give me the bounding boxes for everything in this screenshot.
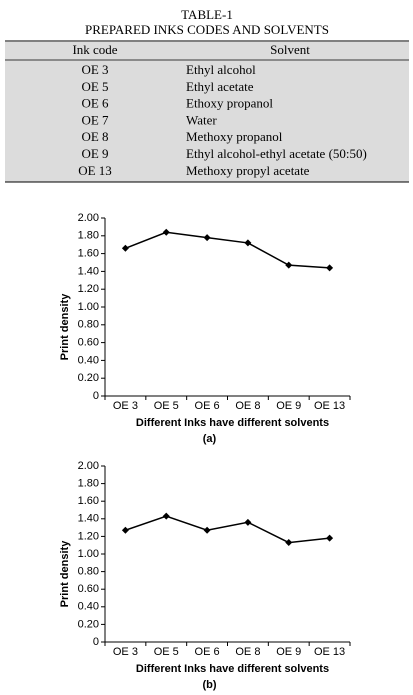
x-tick-label: OE 9 xyxy=(276,646,301,658)
y-tick-label: 0.60 xyxy=(78,337,99,349)
x-tick-label: OE 8 xyxy=(235,646,260,658)
y-tick-label: 2.00 xyxy=(78,212,99,224)
y-tick-label: 0.60 xyxy=(78,583,99,595)
x-tick-label: OE 6 xyxy=(195,646,220,658)
y-tick-label: 1.80 xyxy=(78,478,99,490)
x-tick-label: OE 3 xyxy=(113,400,138,412)
data-point xyxy=(326,264,334,272)
data-point xyxy=(121,244,129,252)
x-tick-label: OE 3 xyxy=(113,646,138,658)
y-tick-label: 1.40 xyxy=(78,265,99,277)
data-point xyxy=(285,261,293,269)
y-tick-label: 0.20 xyxy=(78,372,99,384)
solvent: Methoxy propyl acetate xyxy=(186,163,310,178)
x-tick-label: OE 5 xyxy=(154,646,179,658)
y-tick-label: 2.00 xyxy=(78,460,99,472)
x-axis-label: Different Inks have different solvents xyxy=(136,663,329,675)
x-tick-label: OE 6 xyxy=(195,400,220,412)
y-tick-label: 1.60 xyxy=(78,248,99,260)
y-tick-label: 0.40 xyxy=(78,354,99,366)
solvent: Ethyl alcohol-ethyl acetate (50:50) xyxy=(186,146,367,161)
x-axis-label: Different Inks have different solvents xyxy=(136,417,329,429)
y-tick-label: 1.60 xyxy=(78,495,99,507)
data-line xyxy=(125,515,330,544)
y-tick-label: 1.80 xyxy=(78,230,99,242)
x-tick-label: OE 13 xyxy=(314,400,345,412)
table-shade xyxy=(5,42,409,182)
ink-code: OE 7 xyxy=(81,112,109,127)
solvent: Methoxy propanol xyxy=(186,129,283,144)
table-subtitle: PREPARED INKS CODES AND SOLVENTS xyxy=(85,22,329,37)
y-tick-label: 1.40 xyxy=(78,513,99,525)
ink-code: OE 13 xyxy=(78,163,112,178)
data-point xyxy=(162,512,170,520)
x-tick-label: OE 8 xyxy=(235,400,260,412)
ink-code: OE 5 xyxy=(81,79,108,94)
data-point xyxy=(162,228,170,236)
ink-code: OE 9 xyxy=(81,146,108,161)
y-tick-label: 1.00 xyxy=(78,301,99,313)
y-tick-label: 1.20 xyxy=(78,283,99,295)
x-tick-label: OE 9 xyxy=(276,400,301,412)
table-header: Solvent xyxy=(270,42,310,57)
data-point xyxy=(203,526,211,534)
y-tick-label: 0 xyxy=(93,390,99,402)
y-tick-label: 0.80 xyxy=(78,319,99,331)
y-tick-label: 0.40 xyxy=(78,601,99,613)
solvent: Water xyxy=(186,112,217,127)
y-tick-label: 1.20 xyxy=(78,530,99,542)
y-axis-label: Print density xyxy=(59,540,71,608)
ink-code: OE 8 xyxy=(81,129,108,144)
x-tick-label: OE 13 xyxy=(314,646,345,658)
solvent: Ethyl acetate xyxy=(186,79,254,94)
y-tick-label: 0.80 xyxy=(78,566,99,578)
x-tick-label: OE 5 xyxy=(154,400,179,412)
data-line xyxy=(125,231,330,269)
y-tick-label: 0 xyxy=(93,636,99,648)
y-tick-label: 0.20 xyxy=(78,618,99,630)
table-header: Ink code xyxy=(72,42,117,57)
solvent: Ethoxy propanol xyxy=(186,96,273,111)
ink-code: OE 3 xyxy=(81,62,108,77)
y-tick-label: 1.00 xyxy=(78,548,99,560)
table-title: TABLE-1 xyxy=(181,7,233,22)
data-point xyxy=(326,534,334,542)
y-axis-label: Print density xyxy=(59,293,71,361)
caption: (b) xyxy=(202,679,216,691)
data-point xyxy=(285,539,293,547)
ink-code: OE 6 xyxy=(81,96,109,111)
data-point xyxy=(244,518,252,526)
data-point xyxy=(244,239,252,247)
data-point xyxy=(203,234,211,242)
data-point xyxy=(121,526,129,534)
solvent: Ethyl alcohol xyxy=(186,62,256,77)
caption: (a) xyxy=(203,433,217,445)
